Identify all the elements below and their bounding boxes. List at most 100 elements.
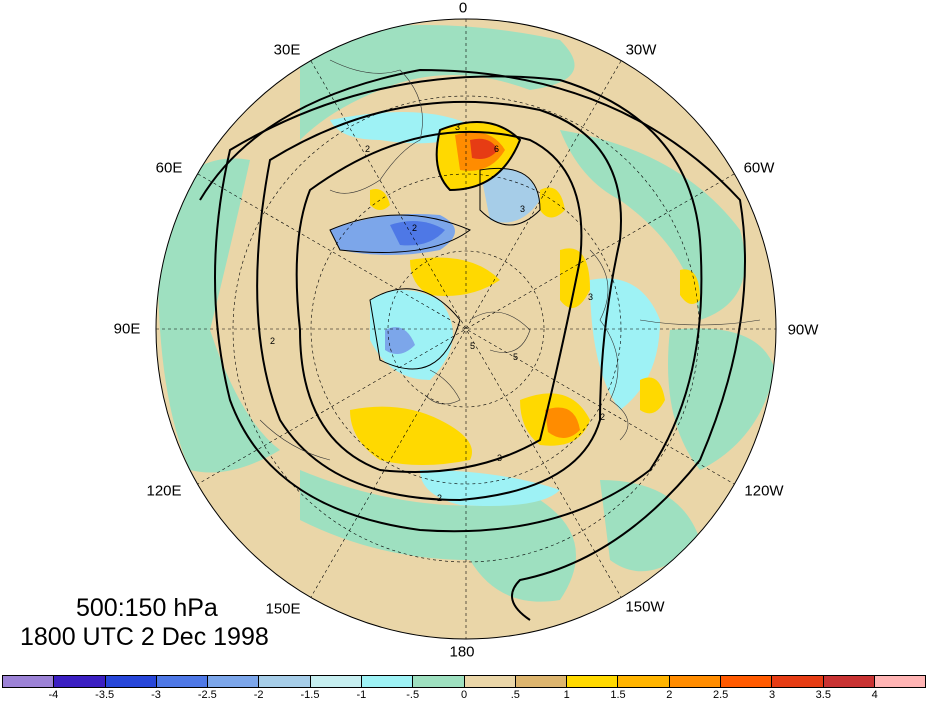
contour-line (369, 288, 461, 370)
warm-region (410, 257, 500, 296)
colorbar-swatch (413, 676, 465, 687)
lon-label-0: 0 (458, 0, 468, 17)
coastline (329, 59, 423, 194)
colorbar-swatch (156, 676, 209, 687)
contour-label: 2 (600, 412, 605, 422)
latitude-circle (387, 250, 545, 408)
colorbar-swatch (823, 676, 875, 687)
contour-line (199, 68, 746, 621)
coastline (469, 311, 531, 353)
colorbar-swatch (669, 676, 721, 687)
lon-label-150e: 150E (265, 600, 301, 618)
colorbar-swatch (874, 676, 926, 687)
colorbar-tick-label: .5 (510, 689, 520, 701)
contour-label: 3 (455, 122, 460, 132)
colorbar-swatch (464, 676, 516, 687)
meridian (310, 60, 622, 598)
lon-label-150w: 150W (625, 598, 665, 616)
colorbar-tick-label: 4 (871, 689, 878, 701)
green-region (560, 130, 745, 320)
colorbar-tick-label: 2 (666, 689, 673, 701)
valid-time-caption: 1800 UTC 2 Dec 1998 (20, 623, 269, 651)
green-region (600, 480, 700, 572)
blue-region (480, 168, 540, 223)
contour-line (214, 75, 703, 533)
lon-label-90e: 90E (113, 320, 141, 338)
colorbar-tick-label: -4 (48, 689, 59, 701)
green-region (158, 158, 280, 473)
blue-region (390, 221, 445, 246)
warm-region (680, 269, 700, 304)
colorbar-swatch (567, 676, 619, 687)
cyan-region (420, 470, 560, 506)
contour-label: 5 (470, 341, 475, 351)
contour-label: 3 (497, 453, 502, 463)
colorbar-tick-label: -1 (356, 689, 367, 701)
lon-label-60e: 60E (155, 159, 183, 177)
colorbar-tick-label: 3 (768, 689, 776, 701)
colorbar-swatch (208, 676, 260, 687)
colorbar-swatch (54, 676, 106, 687)
coastline (259, 419, 331, 461)
warm-region (470, 138, 498, 159)
green-region (668, 328, 775, 470)
green-region (300, 25, 575, 140)
warm-region (640, 377, 665, 414)
coastline (639, 319, 761, 326)
colorbar-tick-label: 3.5 (815, 689, 831, 701)
pressure-levels-caption: 500:150 hPa (76, 594, 218, 622)
colorbar-tick-label: -2.5 (197, 689, 217, 701)
colorbar-swatch (310, 676, 362, 687)
colorbar-swatch (259, 676, 311, 687)
meridian (197, 173, 735, 485)
colorbar-swatch (720, 676, 773, 687)
lon-label-120e: 120E (146, 482, 182, 500)
colorbar-tick-label: -3 (151, 689, 161, 701)
meridian (197, 173, 735, 485)
lon-label-120w: 120W (744, 482, 784, 500)
contour-line (295, 130, 583, 473)
warm-region (545, 407, 580, 439)
contour-label: 3 (520, 204, 525, 214)
colorbar-tick-label: -.5 (406, 689, 420, 701)
colorbar (2, 675, 926, 688)
contour-label: 2 (437, 493, 442, 503)
colorbar-tick-label: -3.5 (95, 689, 115, 701)
colorbar-tick-label: -1.5 (300, 689, 320, 701)
contour-line (256, 100, 622, 502)
contour-label: 6 (494, 144, 499, 154)
map-boundary (155, 18, 777, 640)
lon-label-90w: 90W (787, 321, 819, 339)
colorbar-tick-label: 0 (460, 689, 468, 701)
colorbar-swatch (618, 676, 670, 687)
contour-line (479, 167, 541, 226)
lon-label-30e: 30E (273, 41, 301, 59)
warm-region (560, 248, 590, 308)
contour-label: 2 (270, 336, 275, 346)
contour-line (329, 214, 471, 253)
lon-label-60w: 60W (743, 159, 775, 177)
colorbar-swatch (515, 676, 568, 687)
contour-label: 2 (412, 223, 417, 233)
colorbar-tick-label: 1 (563, 689, 570, 701)
colorbar-swatch (772, 676, 824, 687)
lon-label-30w: 30W (625, 41, 657, 59)
warm-region (540, 187, 565, 218)
coastline (589, 249, 629, 441)
coastline (424, 369, 461, 405)
meridian (310, 60, 622, 598)
contour-line (435, 121, 522, 192)
warm-region (350, 406, 472, 465)
colorbar-swatch (361, 676, 414, 687)
colorbar-tick-label: 1.5 (610, 689, 626, 701)
warm-region (370, 189, 390, 210)
blue-region (385, 327, 415, 354)
contour-label: 3 (588, 292, 593, 302)
contour-label: 2 (365, 144, 370, 154)
colorbar-tick-label: -2 (253, 689, 264, 701)
contour-label: 5 (513, 352, 518, 362)
green-region (300, 470, 576, 602)
cyan-region (370, 290, 453, 380)
colorbar-labels: -4 -3.5 -3 -2.5 -2 -1.5 -1 -.5 0 .5 1 1.5 2 2.5 3 3.5 4 (2, 689, 926, 702)
